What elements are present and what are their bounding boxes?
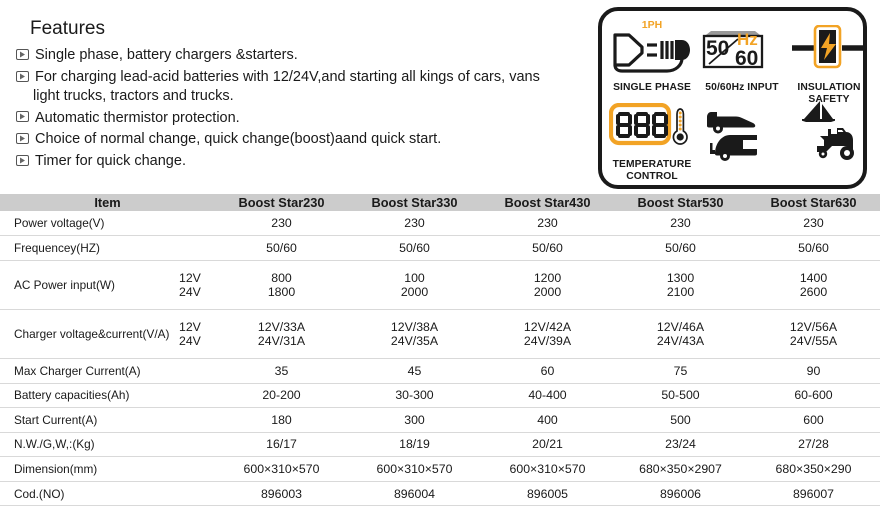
svg-text:50: 50: [706, 37, 729, 60]
svg-text:60: 60: [735, 47, 758, 70]
